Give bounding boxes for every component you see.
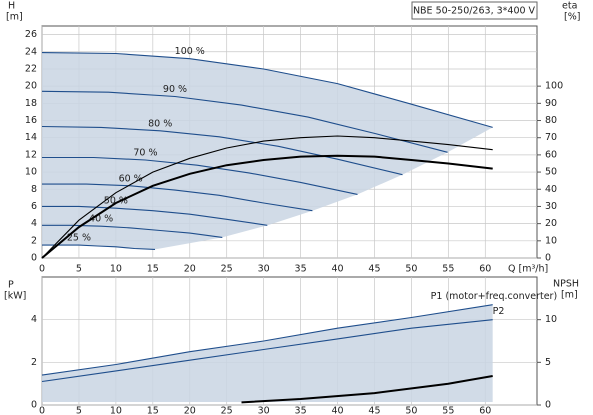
x-tick-label: 35 [295, 406, 307, 415]
x-tick-label: 10 [110, 264, 122, 275]
curve [42, 205, 268, 226]
curve [41, 90, 448, 153]
x-tick-label: 35 [295, 264, 307, 275]
y-tick-label: 22 [25, 63, 37, 74]
curve [41, 319, 493, 383]
y2-tick-label: 80 [545, 115, 557, 126]
y-tick-label: 10 [25, 167, 37, 178]
curve-label: 90 % [163, 84, 187, 95]
y-label: H [8, 1, 15, 12]
y2-tick-label: 100 [545, 81, 563, 92]
x-tick-label: 50 [405, 406, 417, 415]
y2-unit: [%] [564, 12, 580, 23]
y-tick-label: 24 [25, 46, 37, 57]
curve [41, 135, 493, 259]
x-tick-label: 45 [368, 264, 380, 275]
curve [42, 156, 358, 195]
curve-label: 60 % [119, 173, 143, 184]
curve-label: 25 % [67, 233, 91, 244]
curve [41, 304, 493, 376]
curve-label: P1 (motor+freq.converter) [431, 291, 558, 302]
x-tick-label: 10 [110, 406, 122, 415]
y2-unit: [m] [561, 290, 578, 301]
x-tick-label: 15 [147, 406, 159, 415]
y-tick-label: 6 [31, 201, 37, 212]
y2-tick-label: 10 [545, 235, 557, 246]
y-label: P [8, 280, 14, 291]
y2-tick-label: 50 [545, 167, 557, 178]
y-tick-label: 0 [31, 400, 37, 411]
x-label: Q [m³/h] [508, 264, 548, 275]
chart-title: NBE 50-250/263, 3*400 V [413, 6, 536, 17]
y2-tick-label: 70 [545, 132, 557, 143]
y2-tick-label: 40 [545, 184, 557, 195]
curve-label: 50 % [104, 196, 128, 207]
curve [41, 52, 493, 128]
x-tick-label: 30 [258, 264, 270, 275]
operating-area [42, 304, 493, 402]
curve-label: 70 % [133, 148, 157, 159]
x-tick-label: 45 [368, 406, 380, 415]
y2-tick-label: 10 [545, 314, 557, 325]
curve [41, 154, 493, 259]
x-tick-label: 20 [184, 406, 196, 415]
y2-label: eta [562, 1, 577, 12]
y2-tick-label: 5 [545, 357, 551, 368]
y-tick-label: 4 [31, 314, 37, 325]
x-tick-label: 25 [221, 406, 233, 415]
y-tick-label: 12 [25, 149, 37, 160]
y-tick-label: 8 [31, 184, 37, 195]
y-tick-label: 26 [25, 29, 37, 40]
x-tick-label: 0 [39, 264, 45, 275]
curve-label: P2 [493, 306, 505, 317]
curve-label: 40 % [89, 214, 113, 225]
x-tick-label: 55 [442, 406, 454, 415]
y-tick-label: 4 [31, 218, 37, 229]
curve [41, 125, 403, 176]
x-tick-label: 40 [331, 406, 343, 415]
y-tick-label: 2 [31, 357, 37, 368]
x-tick-label: 50 [405, 264, 417, 275]
y2-tick-label: 30 [545, 201, 557, 212]
y-unit: [m] [6, 12, 23, 23]
x-tick-label: 40 [331, 264, 343, 275]
y-tick-label: 18 [25, 98, 37, 109]
y-tick-label: 14 [25, 132, 37, 143]
x-tick-label: 15 [147, 264, 159, 275]
x-tick-label: 5 [76, 264, 82, 275]
y-tick-label: 20 [25, 81, 37, 92]
y2-tick-label: 0 [545, 253, 551, 264]
x-tick-label: 20 [184, 264, 196, 275]
y2-label: NPSH [553, 279, 579, 290]
title-box [411, 1, 538, 20]
curve [42, 183, 313, 212]
y2-tick-label: 90 [545, 98, 557, 109]
y-unit: [kW] [4, 291, 26, 302]
y2-tick-label: 20 [545, 218, 557, 229]
curve [241, 375, 493, 404]
y-tick-label: 2 [31, 235, 37, 246]
operating-area [42, 52, 493, 250]
curve [42, 224, 223, 238]
x-tick-label: 5 [76, 406, 82, 415]
x-tick-label: 60 [479, 264, 491, 275]
x-tick-label: 55 [442, 264, 454, 275]
x-tick-label: 30 [258, 406, 270, 415]
y-tick-label: 0 [31, 253, 37, 264]
curve-label: 100 % [175, 46, 205, 57]
y2-tick-label: 0 [545, 400, 551, 411]
x-tick-label: 0 [39, 406, 45, 415]
x-tick-label: 60 [479, 406, 491, 415]
y2-tick-label: 60 [545, 149, 557, 160]
x-tick-label: 25 [221, 264, 233, 275]
y-tick-label: 16 [25, 115, 37, 126]
curve-label: 80 % [148, 118, 172, 129]
curve [42, 244, 156, 250]
